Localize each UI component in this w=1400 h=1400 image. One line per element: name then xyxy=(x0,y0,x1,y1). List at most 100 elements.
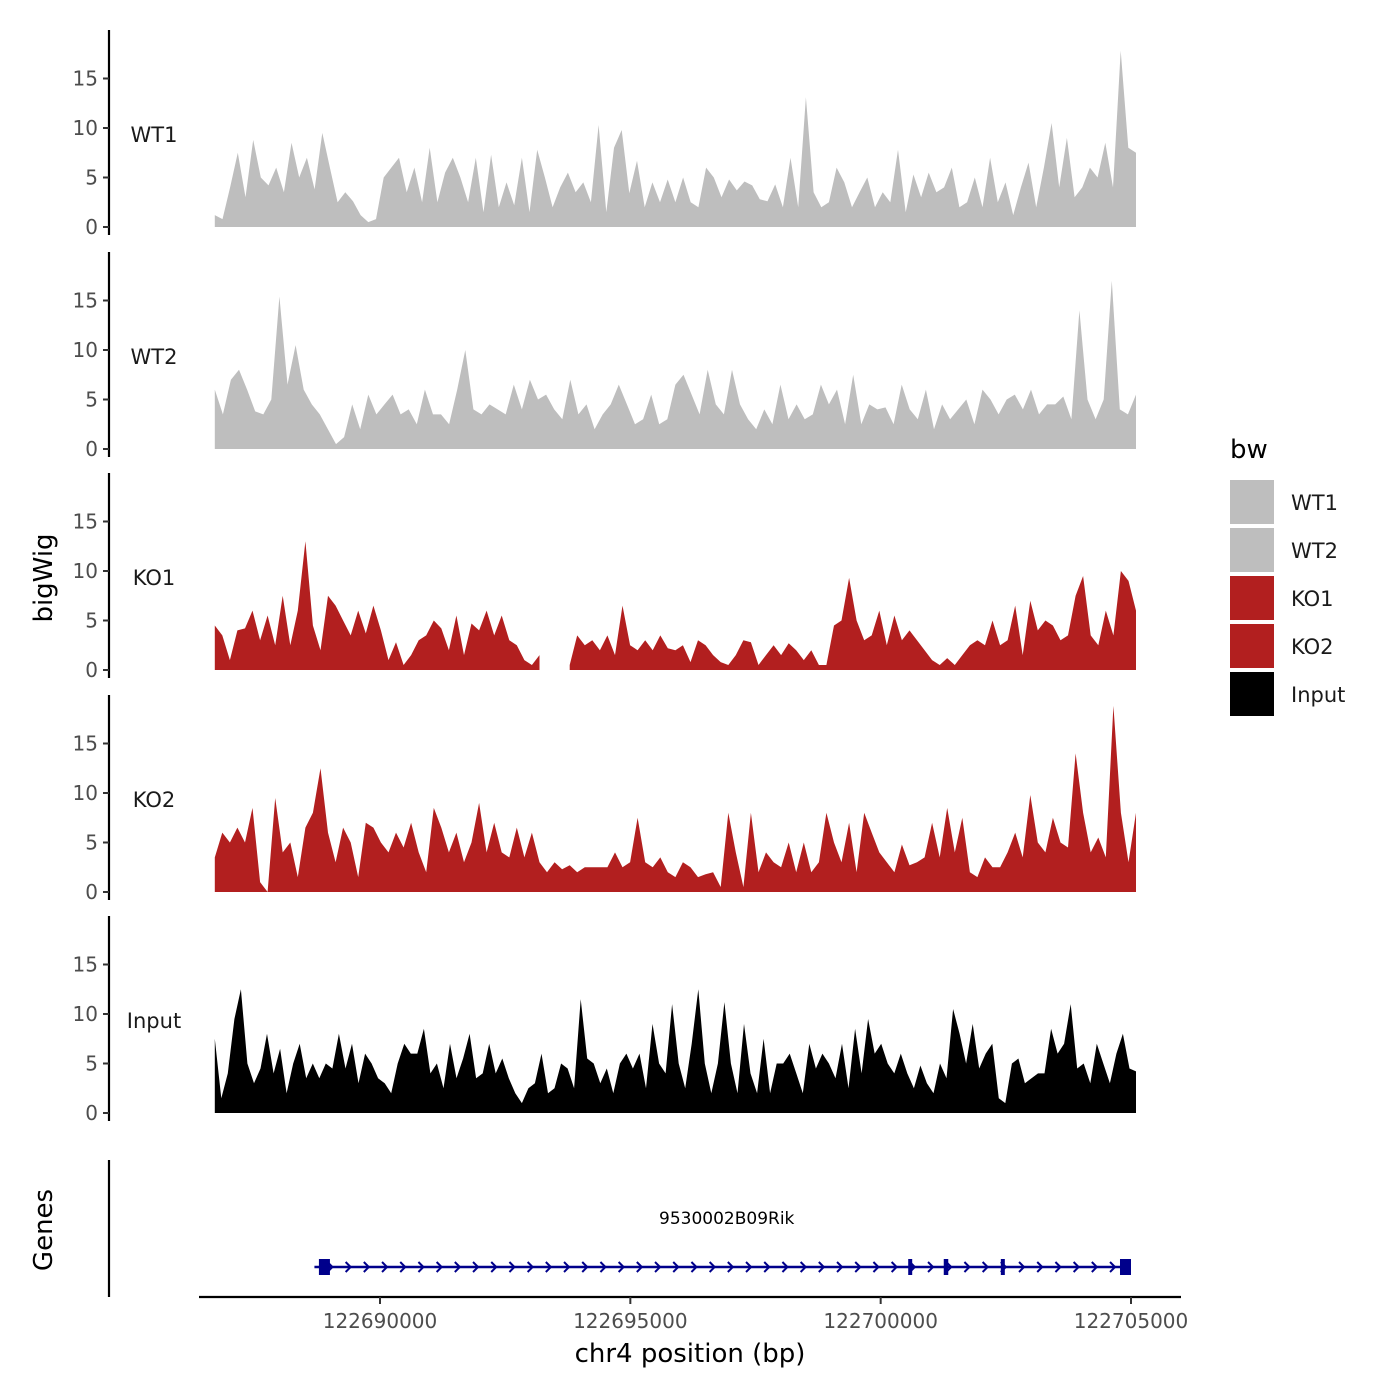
legend-swatch-input xyxy=(1230,672,1274,716)
track-label: WT2 xyxy=(131,345,178,369)
strand-arrow xyxy=(1036,1261,1044,1273)
strand-arrow xyxy=(417,1261,425,1273)
track-label: KO1 xyxy=(133,566,176,590)
y-tick-label: 5 xyxy=(85,388,98,412)
strand-arrow xyxy=(854,1261,862,1273)
legend-swatch-ko2 xyxy=(1230,624,1274,668)
strand-arrow xyxy=(526,1261,535,1273)
strand-arrow xyxy=(963,1261,971,1273)
strand-arrow xyxy=(435,1261,444,1273)
y-axis-title: bigWig xyxy=(29,533,59,622)
y-tick-label: 15 xyxy=(73,67,98,91)
y-tick-label: 15 xyxy=(73,732,98,756)
strand-arrow xyxy=(399,1261,407,1273)
area-ko1 xyxy=(569,571,1136,670)
x-tick-label: 122695000 xyxy=(573,1309,688,1333)
y-tick-label: 5 xyxy=(85,831,98,855)
y-tick-label: 10 xyxy=(73,559,98,583)
area-wt1 xyxy=(214,50,1137,227)
strand-arrow xyxy=(890,1261,899,1273)
strand-arrow xyxy=(599,1261,607,1273)
legend: bw WT1 WT2 KO1 KO2 Input xyxy=(1230,435,1345,716)
strand-arrow xyxy=(381,1261,389,1273)
legend-swatch-wt1 xyxy=(1230,480,1274,524)
track-wt1: 0 5 10 15 WT1 xyxy=(73,30,1137,239)
strand-arrow xyxy=(981,1261,990,1273)
strand-arrow xyxy=(617,1261,626,1273)
strand-arrow xyxy=(708,1261,717,1273)
track-label: WT1 xyxy=(131,123,178,147)
y-tick-label: 10 xyxy=(73,116,98,140)
track-input: 0 5 10 15 Input xyxy=(73,916,1137,1125)
x-tick-label: 122690000 xyxy=(323,1309,438,1333)
strand-arrow xyxy=(563,1261,571,1273)
y-tick-label: 0 xyxy=(85,1101,98,1125)
y-tick-label: 10 xyxy=(73,338,98,362)
strand-arrow xyxy=(1018,1261,1026,1273)
exon xyxy=(908,1259,913,1275)
legend-label-ko1: KO1 xyxy=(1291,587,1334,611)
strand-arrow xyxy=(781,1261,789,1273)
y-tick-label: 15 xyxy=(73,510,98,534)
legend-label-wt1: WT1 xyxy=(1291,491,1338,515)
legend-swatch-wt2 xyxy=(1230,528,1274,572)
strand-arrow xyxy=(1072,1261,1081,1273)
genes-track-title: Genes xyxy=(29,1189,59,1271)
y-tick-label: 10 xyxy=(73,1002,98,1026)
strand-arrow xyxy=(799,1261,808,1273)
strand-arrow xyxy=(545,1261,553,1273)
y-tick-label: 15 xyxy=(73,289,98,313)
strand-arrow xyxy=(1091,1261,1099,1273)
y-tick-label: 0 xyxy=(85,658,98,682)
strand-arrow xyxy=(727,1261,735,1273)
strand-arrow xyxy=(508,1261,516,1273)
track-ko1: 0 5 10 15 KO1 xyxy=(73,473,1136,682)
y-tick-label: 5 xyxy=(85,609,98,633)
x-axis-title: chr4 position (bp) xyxy=(575,1339,806,1369)
exon xyxy=(943,1259,949,1275)
strand-arrow xyxy=(490,1261,498,1273)
legend-swatch-ko1 xyxy=(1230,576,1274,620)
strand-arrow xyxy=(344,1261,353,1273)
area-wt2 xyxy=(214,280,1137,449)
strand-arrow xyxy=(690,1261,698,1273)
strand-arrow xyxy=(745,1261,753,1273)
y-tick-label: 0 xyxy=(85,880,98,904)
y-tick-label: 5 xyxy=(85,1052,98,1076)
exon xyxy=(1119,1259,1131,1275)
x-axis: 122690000 122695000 122700000 122705000 xyxy=(199,1295,1189,1333)
y-tick-label: 0 xyxy=(85,215,98,239)
strand-arrow xyxy=(1054,1261,1062,1273)
x-tick-label: 122705000 xyxy=(1074,1309,1189,1333)
area-ko1 xyxy=(214,541,540,670)
gene-name-label: 9530002B09Rik xyxy=(659,1209,795,1229)
genes-panel: 9530002B09Rik xyxy=(107,1160,1131,1297)
strand-arrow xyxy=(672,1261,680,1273)
legend-title: bw xyxy=(1230,435,1268,465)
strand-arrow xyxy=(454,1261,462,1273)
track-wt2: 0 5 10 15 WT2 xyxy=(73,252,1137,461)
tracks-panel: 0 5 10 15 WT1 0 5 10 15 WT2 0 5 10 15 KO1 0 5 10 15 KO2 0 5 10… xyxy=(73,30,1137,1125)
track-ko2: 0 5 10 15 KO2 xyxy=(73,695,1137,904)
strand-arrow xyxy=(818,1261,826,1273)
area-ko2 xyxy=(214,705,1137,892)
y-tick-label: 10 xyxy=(73,781,98,805)
legend-label-input: Input xyxy=(1291,683,1345,707)
strand-arrow xyxy=(872,1261,880,1273)
track-label: Input xyxy=(127,1009,181,1033)
exon xyxy=(1000,1259,1005,1275)
strand-arrow xyxy=(472,1261,480,1273)
y-tick-label: 0 xyxy=(85,437,98,461)
legend-label-wt2: WT2 xyxy=(1291,539,1338,563)
strand-arrow xyxy=(654,1261,662,1273)
y-tick-label: 15 xyxy=(73,953,98,977)
strand-arrow xyxy=(763,1261,771,1273)
legend-label-ko2: KO2 xyxy=(1291,635,1334,659)
strand-arrow xyxy=(927,1261,935,1273)
strand-arrow xyxy=(836,1261,844,1273)
track-label: KO2 xyxy=(133,788,176,812)
strand-arrow xyxy=(363,1261,371,1273)
area-input xyxy=(214,989,1137,1113)
x-tick-label: 122700000 xyxy=(823,1309,938,1333)
